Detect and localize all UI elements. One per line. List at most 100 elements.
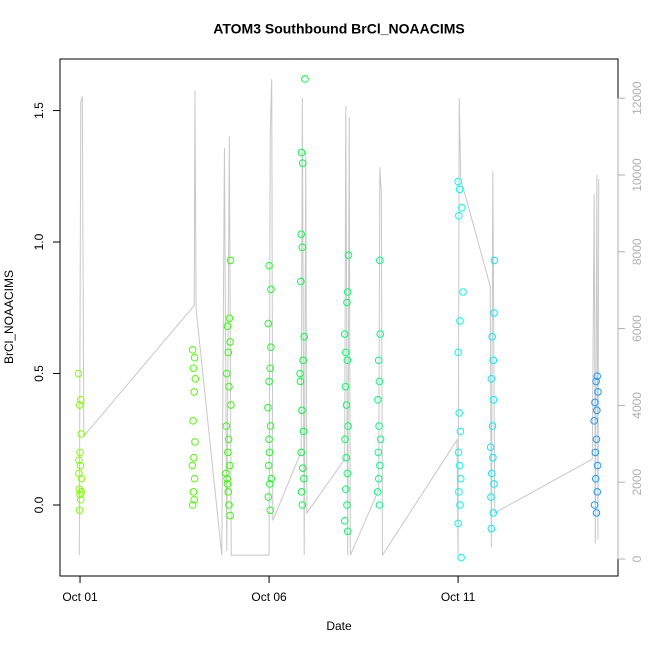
- point: [190, 474, 199, 483]
- point: [455, 461, 464, 470]
- point: [266, 480, 274, 488]
- point: [188, 346, 197, 354]
- point: [342, 348, 350, 357]
- point: [454, 348, 462, 357]
- point: [226, 511, 234, 520]
- point: [297, 277, 305, 286]
- point: [489, 356, 498, 365]
- y-axis-title: BrCl_NOAACIMS: [2, 270, 16, 364]
- point: [457, 553, 465, 562]
- point: [344, 251, 353, 259]
- point: [376, 256, 384, 265]
- altitude-line: [78, 78, 600, 557]
- point: [227, 401, 235, 409]
- point: [456, 427, 465, 436]
- point: [298, 464, 307, 472]
- point: [298, 159, 307, 167]
- point: [266, 422, 275, 430]
- point: [299, 356, 307, 365]
- point: [75, 506, 84, 515]
- point: [343, 298, 351, 307]
- point: [224, 488, 233, 496]
- point: [264, 493, 273, 501]
- point: [267, 474, 276, 483]
- point: [76, 396, 85, 404]
- point: [488, 332, 496, 341]
- point: [190, 495, 199, 504]
- y2-tick-label: 6000: [630, 315, 644, 342]
- point: [374, 474, 383, 483]
- point: [190, 453, 198, 462]
- point: [190, 388, 199, 396]
- point: [342, 485, 350, 494]
- point: [487, 493, 495, 501]
- point: [226, 338, 234, 346]
- point: [343, 527, 352, 536]
- point: [189, 417, 197, 425]
- x-axis-title: Date: [326, 619, 352, 633]
- point: [267, 285, 275, 294]
- y-tick-label: 0.5: [32, 365, 46, 382]
- point: [456, 474, 465, 483]
- y2-tick-label: 0: [630, 555, 644, 562]
- point: [591, 448, 600, 457]
- point: [340, 516, 349, 525]
- point: [340, 330, 349, 338]
- point: [591, 474, 600, 483]
- point: [455, 409, 464, 417]
- point: [225, 461, 234, 470]
- point: [375, 501, 384, 509]
- point: [298, 406, 306, 415]
- point: [222, 422, 231, 430]
- point: [188, 461, 197, 470]
- point: [224, 448, 232, 457]
- point: [266, 506, 274, 515]
- point: [375, 377, 384, 386]
- plot-frame: [59, 58, 619, 577]
- point: [77, 488, 85, 496]
- point: [222, 369, 231, 378]
- y-tick-label: 0.0: [32, 496, 46, 513]
- point: [374, 396, 382, 404]
- y-tick-label: 1.5: [32, 102, 46, 119]
- point: [189, 488, 198, 496]
- point: [490, 309, 498, 317]
- point: [265, 377, 273, 386]
- point: [298, 501, 307, 509]
- y2-tick-label: 4000: [630, 392, 644, 419]
- point: [265, 435, 273, 444]
- point: [374, 448, 383, 457]
- point: [344, 422, 352, 430]
- point: [593, 372, 602, 380]
- point: [376, 435, 385, 444]
- point: [454, 177, 462, 186]
- point: [458, 204, 466, 212]
- point: [299, 427, 308, 436]
- point: [226, 256, 235, 265]
- point: [190, 353, 199, 362]
- point: [225, 314, 234, 323]
- point: [297, 230, 305, 238]
- point: [224, 348, 233, 357]
- point: [75, 469, 83, 478]
- point: [264, 319, 273, 328]
- point: [489, 453, 497, 462]
- point: [74, 369, 83, 378]
- point: [296, 377, 305, 386]
- point: [343, 469, 352, 478]
- x-tick-label: Oct 11: [441, 590, 476, 604]
- point: [297, 148, 306, 157]
- point: [75, 456, 83, 465]
- x-tick-label: Oct 06: [251, 590, 287, 604]
- point: [376, 330, 385, 338]
- point: [593, 461, 602, 470]
- point: [222, 469, 230, 478]
- point: [454, 448, 463, 457]
- point: [189, 364, 198, 373]
- point: [265, 448, 274, 457]
- y2-tick-label: 8000: [630, 238, 644, 265]
- point: [592, 435, 601, 444]
- point: [459, 288, 467, 296]
- point: [223, 480, 232, 488]
